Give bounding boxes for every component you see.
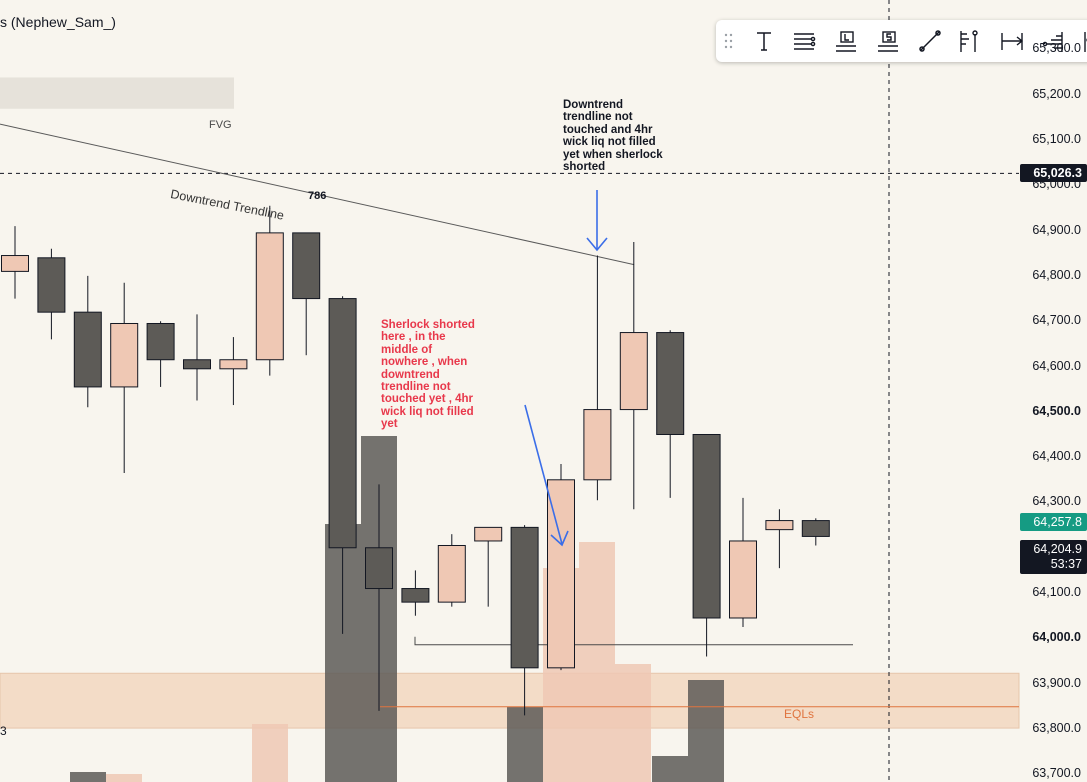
price-axis-label: 64,500.0 bbox=[1032, 403, 1081, 418]
candle bbox=[73, 275, 102, 408]
fvg-zone bbox=[0, 77, 234, 109]
candle bbox=[510, 525, 539, 716]
fib-level-label: 786 bbox=[308, 190, 327, 202]
candle-body bbox=[365, 547, 393, 590]
range-tool-icon[interactable] bbox=[996, 25, 1028, 57]
candle-body bbox=[328, 298, 357, 549]
price-axis-label: 64,000.0 bbox=[1032, 630, 1081, 645]
price-axis-label: 64,600.0 bbox=[1032, 358, 1081, 373]
candle bbox=[292, 232, 321, 356]
candle bbox=[37, 248, 66, 340]
volume-bar bbox=[615, 664, 651, 782]
candle-body bbox=[765, 520, 794, 531]
candle bbox=[219, 337, 248, 406]
volume-bar bbox=[688, 680, 724, 782]
label-line-tool-icon[interactable] bbox=[830, 25, 862, 57]
text-tool-icon[interactable] bbox=[748, 25, 780, 57]
bar-countdown: 53:37 bbox=[1050, 557, 1082, 571]
candle-body bbox=[801, 520, 830, 537]
candle bbox=[801, 518, 830, 546]
candle-body bbox=[73, 311, 102, 388]
candle-body bbox=[437, 544, 466, 603]
chart-title: s (Nephew_Sam_) bbox=[0, 14, 116, 30]
current-price-value: 64,204.9 bbox=[1033, 542, 1082, 556]
price-axis-label: 65,300.0 bbox=[1032, 41, 1081, 56]
candle-body bbox=[510, 526, 539, 669]
candle-body bbox=[401, 588, 430, 603]
candle-body bbox=[729, 540, 757, 619]
price-axis-label: 64,800.0 bbox=[1032, 267, 1081, 282]
price-axis-label: 64,100.0 bbox=[1032, 585, 1081, 600]
volume-profile-tool-icon[interactable] bbox=[1038, 25, 1070, 57]
candle-body bbox=[1, 255, 29, 272]
fvg-label: FVG bbox=[209, 119, 232, 131]
volume-bar bbox=[252, 724, 288, 782]
price-axis-label: 63,900.0 bbox=[1032, 675, 1081, 690]
trend-line-tool-icon[interactable] bbox=[914, 25, 946, 57]
candle bbox=[401, 570, 430, 616]
candle-body bbox=[547, 479, 575, 669]
candle bbox=[583, 255, 612, 501]
candle bbox=[692, 433, 721, 657]
arrow-diagonal-head bbox=[550, 530, 569, 547]
candle bbox=[146, 321, 175, 387]
candle bbox=[729, 497, 757, 628]
crosshair-price-badge: 65,026.3 bbox=[1020, 164, 1087, 183]
last-price-badge: 64,257.8 bbox=[1020, 512, 1087, 531]
candle-body bbox=[619, 332, 648, 411]
arrow-diagonal-line bbox=[524, 404, 563, 545]
candle-body bbox=[219, 359, 248, 370]
candle bbox=[328, 296, 357, 634]
candle-body bbox=[474, 526, 503, 542]
candle-body bbox=[146, 322, 175, 361]
price-axis-label: 64,900.0 bbox=[1032, 222, 1081, 237]
eqls-label: EQLs bbox=[784, 707, 815, 721]
candle bbox=[656, 330, 685, 498]
price-axis-label: 64,700.0 bbox=[1032, 313, 1081, 328]
candle-body bbox=[656, 332, 685, 435]
volume-bar bbox=[70, 772, 106, 782]
candle-body bbox=[255, 232, 284, 361]
edge-label: 3 bbox=[0, 724, 7, 738]
candle bbox=[437, 534, 466, 607]
candle-body bbox=[110, 322, 139, 388]
multi-line-tool-icon[interactable] bbox=[788, 25, 820, 57]
price-axis-label: 65,200.0 bbox=[1032, 86, 1081, 101]
price-axis-label: 63,800.0 bbox=[1032, 720, 1081, 735]
volume-bar bbox=[579, 542, 615, 782]
candle bbox=[619, 241, 648, 510]
price-axis-label: 63,700.0 bbox=[1032, 766, 1081, 781]
candle bbox=[365, 484, 393, 711]
candle bbox=[110, 282, 139, 474]
candle-body bbox=[37, 257, 66, 313]
downtrend-trendline bbox=[0, 123, 635, 266]
current-price-badge: 64,204.9 53:37 bbox=[1020, 540, 1087, 574]
volume-bar bbox=[507, 707, 543, 782]
price-line-tool-icon[interactable] bbox=[872, 25, 904, 57]
candle bbox=[1, 226, 29, 299]
candle bbox=[255, 205, 284, 376]
candle bbox=[765, 509, 794, 569]
drag-handle-icon[interactable] bbox=[724, 32, 734, 50]
more-tool-icon[interactable] bbox=[1076, 25, 1087, 57]
price-axis-label: 64,400.0 bbox=[1032, 449, 1081, 464]
candle-body bbox=[692, 433, 721, 619]
drawing-toolbar bbox=[716, 20, 1087, 62]
candle bbox=[183, 314, 211, 401]
candle-body bbox=[183, 359, 211, 370]
candle bbox=[474, 526, 503, 607]
candle-body bbox=[583, 409, 612, 481]
candle-body bbox=[292, 232, 321, 300]
swing-low-line bbox=[414, 636, 853, 646]
volume-bar bbox=[652, 756, 688, 782]
candle bbox=[547, 463, 575, 671]
vertical-ruler-tool-icon[interactable] bbox=[952, 25, 984, 57]
price-axis-label: 65,100.0 bbox=[1032, 131, 1081, 146]
price-axis-label: 64,300.0 bbox=[1032, 494, 1081, 509]
arrow-down-head bbox=[586, 237, 608, 252]
annotation-note-short[interactable]: Sherlock shorted here , in the middle of… bbox=[381, 319, 475, 431]
volume-bar bbox=[106, 774, 142, 782]
annotation-note-trendline[interactable]: Downtrend trendline not touched and 4hr … bbox=[563, 99, 663, 174]
